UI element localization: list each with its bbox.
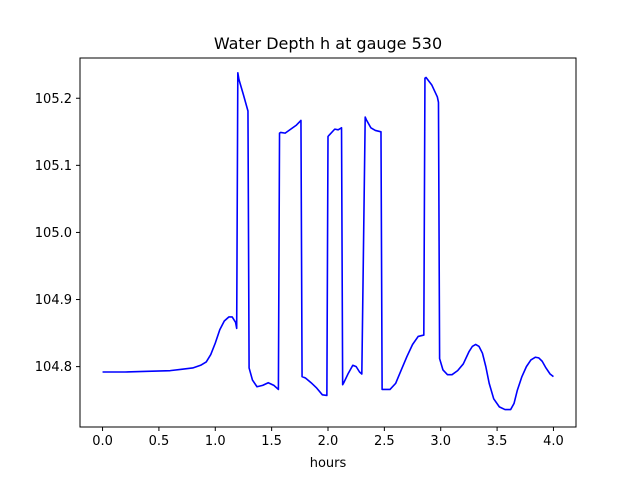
y-tick-label: 105.1	[35, 159, 72, 174]
y-tick-label: 104.9	[35, 293, 72, 308]
plot-area	[102, 71, 554, 411]
x-tick-label: 1.0	[205, 434, 226, 449]
x-tick-label: 0.5	[149, 434, 170, 449]
x-tick-label: 2.5	[374, 434, 395, 449]
x-tick-label: 1.5	[261, 434, 282, 449]
plot-frame	[79, 57, 577, 428]
x-tick-label: 3.0	[430, 434, 451, 449]
x-tick-label: 3.5	[487, 434, 508, 449]
x-tick-label: 2.0	[318, 434, 339, 449]
chart-title: Water Depth h at gauge 530	[214, 34, 442, 53]
y-tick-label: 104.8	[35, 360, 72, 375]
x-tick-label: 4.0	[543, 434, 564, 449]
y-tick-label: 105.0	[35, 226, 72, 241]
x-axis-label: hours	[310, 456, 347, 471]
x-tick-label: 0.0	[92, 434, 113, 449]
x-axis-ticks: 0.0 0.5 1.0 1.5 2.0 2.5 3.0 3.5 4.0	[92, 427, 564, 449]
series-line-0	[102, 71, 554, 411]
y-tick-label: 105.2	[35, 92, 72, 107]
y-axis-ticks: 104.8 104.9 105.0 105.1 105.2	[35, 92, 80, 375]
